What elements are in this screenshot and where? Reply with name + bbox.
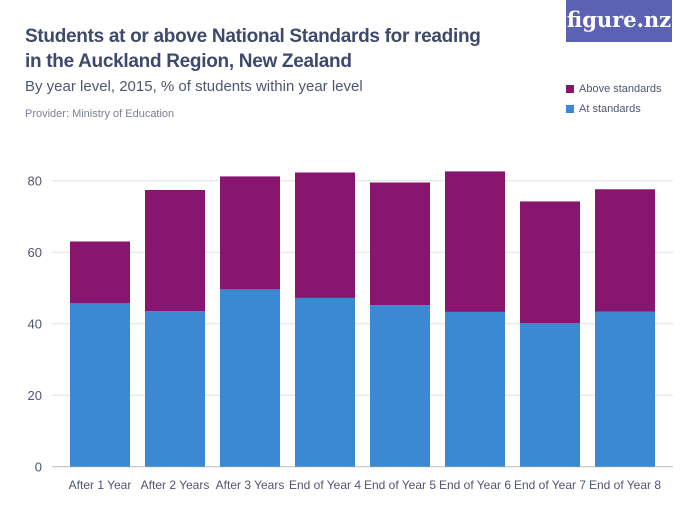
x-tick-label: End of Year 4 bbox=[289, 478, 361, 492]
legend-item-at: At standards bbox=[566, 103, 662, 115]
bar-above-standards bbox=[145, 189, 205, 312]
legend-item-above: Above standards bbox=[566, 83, 662, 95]
bar-above-standards bbox=[445, 171, 505, 312]
bar-at-standards bbox=[70, 303, 130, 467]
bar-at-standards bbox=[295, 297, 355, 467]
x-tick-label: End of Year 5 bbox=[364, 478, 436, 492]
legend-label-above: Above standards bbox=[579, 83, 662, 95]
bar-at-standards bbox=[370, 305, 430, 467]
bar-at-standards bbox=[595, 311, 655, 467]
x-tick-label: End of Year 7 bbox=[514, 478, 586, 492]
legend-label-at: At standards bbox=[579, 103, 641, 115]
y-tick-label: 40 bbox=[28, 317, 42, 332]
bar-at-standards bbox=[520, 322, 580, 467]
y-tick-label: 80 bbox=[28, 174, 42, 189]
bar-above-standards bbox=[220, 176, 280, 290]
bar-at-standards bbox=[145, 311, 205, 467]
x-tick-label: End of Year 8 bbox=[589, 478, 661, 492]
bar-above-standards bbox=[295, 172, 355, 298]
y-tick-label: 60 bbox=[28, 245, 42, 260]
bar-above-standards bbox=[370, 182, 430, 306]
x-tick-label: After 1 Year bbox=[69, 478, 132, 492]
bar-above-standards bbox=[520, 201, 580, 323]
chart-title: Students at or above National Standards … bbox=[25, 26, 481, 72]
x-tick-label: After 3 Years bbox=[216, 478, 285, 492]
x-tick-label: End of Year 6 bbox=[439, 478, 511, 492]
provider-label: Provider: Ministry of Education bbox=[25, 108, 175, 120]
y-tick-label: 20 bbox=[28, 388, 42, 403]
bar-above-standards bbox=[595, 189, 655, 312]
y-tick-label: 0 bbox=[35, 460, 42, 475]
x-tick-label: After 2 Years bbox=[141, 478, 210, 492]
legend-swatch-above bbox=[566, 85, 574, 93]
bar-at-standards bbox=[445, 311, 505, 467]
figure-nz-logo[interactable]: figure.nz bbox=[566, 0, 672, 42]
legend-swatch-at bbox=[566, 105, 574, 113]
legend: Above standards At standards bbox=[566, 83, 662, 123]
chart-subtitle: By year level, 2015, % of students withi… bbox=[25, 78, 363, 95]
bar-at-standards bbox=[220, 289, 280, 467]
bar-above-standards bbox=[70, 241, 130, 304]
